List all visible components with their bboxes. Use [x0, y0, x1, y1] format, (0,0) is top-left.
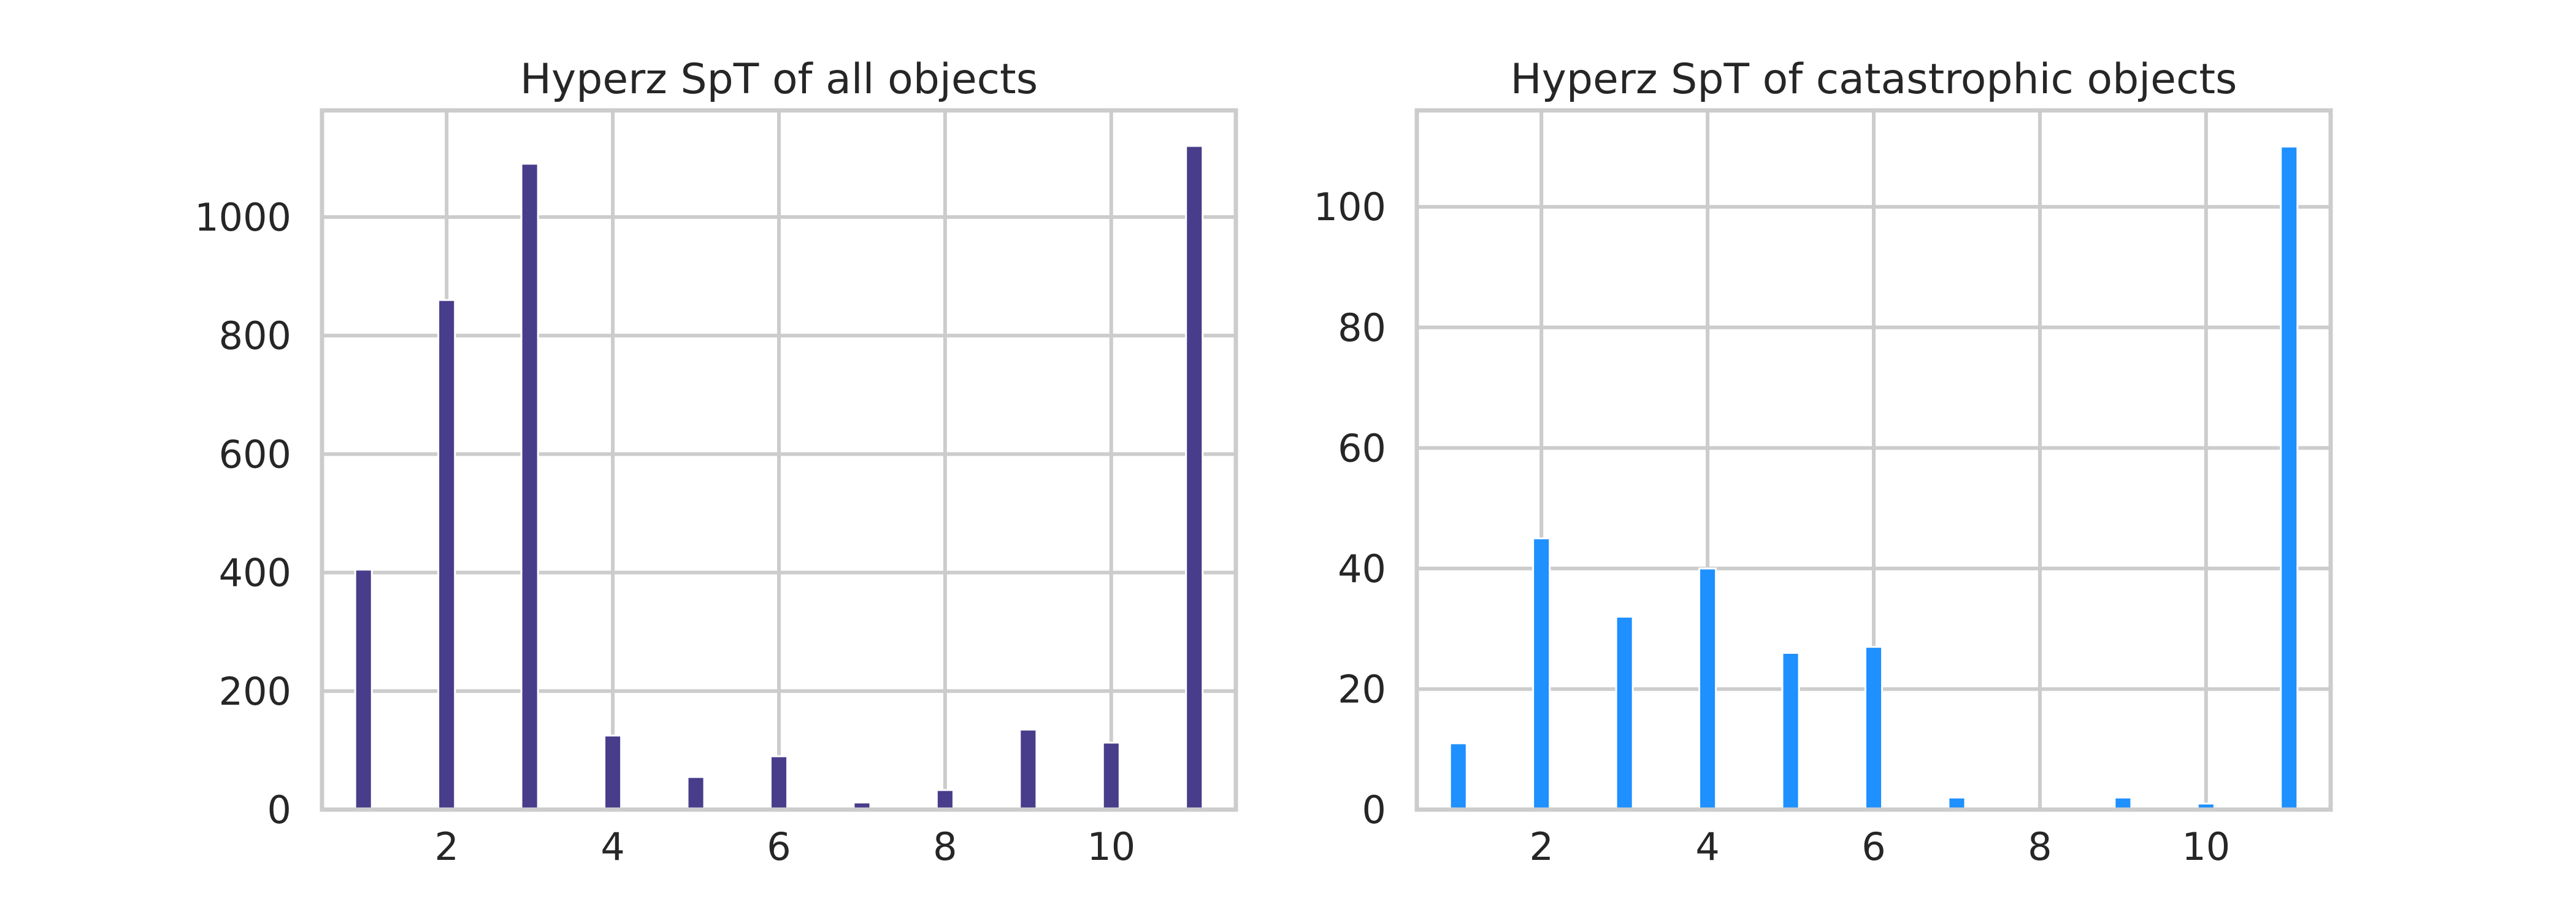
right-chart-y-tick-label: 20	[1338, 667, 1386, 711]
left-chart-frame	[320, 108, 1238, 812]
left-chart-y-tick-label: 800	[219, 313, 291, 358]
left-chart-y-tick-labels: 0 200 400 600 800 1000	[194, 195, 291, 832]
right-chart-y-tick-label: 60	[1338, 426, 1386, 470]
left-chart-bar	[354, 569, 373, 811]
right-chart-x-tick-label: 6	[1861, 824, 1885, 869]
left-chart: 2 4 6 8 10 0 200 400 600 800 1000 Hyperz SpT of a…	[194, 55, 1238, 869]
right-chart-y-tick-labels: 0 20 40 60 80 100	[1314, 185, 1386, 832]
left-chart-x-tick-label: 4	[600, 824, 624, 869]
right-chart: 2 4 6 8 10 0 20 40 60 80 100 Hyperz SpT of catast…	[1314, 55, 2333, 869]
right-chart-frame	[1414, 108, 2333, 812]
left-chart-bar	[1102, 742, 1121, 811]
right-chart-bar	[1615, 616, 1634, 811]
right-chart-x-tick-label: 10	[2182, 824, 2230, 869]
right-chart-y-tick-label: 100	[1314, 185, 1386, 229]
left-chart-y-tick-label: 1000	[194, 195, 291, 240]
right-chart-bar	[2280, 145, 2299, 811]
left-chart-bar	[520, 163, 539, 811]
left-chart-bar	[437, 299, 456, 811]
right-chart-y-tick-label: 40	[1338, 546, 1386, 591]
left-chart-x-tick-label: 6	[767, 824, 791, 869]
left-chart-bar	[686, 776, 705, 811]
left-chart-x-tick-label: 2	[434, 824, 458, 869]
right-chart-bar	[1698, 567, 1717, 811]
left-chart-x-tick-label: 8	[933, 824, 957, 869]
right-chart-bar	[1532, 537, 1551, 811]
right-chart-title: Hyperz SpT of catastrophic objects	[1511, 55, 2237, 104]
right-chart-bar	[1449, 742, 1468, 811]
left-chart-bar	[1019, 729, 1038, 811]
right-chart-x-tick-label: 4	[1695, 824, 1719, 869]
right-chart-bar	[1781, 651, 1800, 811]
left-chart-x-tick-label: 10	[1087, 824, 1135, 869]
right-chart-x-tick-label: 2	[1529, 824, 1553, 869]
left-chart-y-tick-label: 0	[267, 788, 291, 832]
left-chart-y-tick-label: 200	[219, 669, 291, 714]
right-chart-x-tick-label: 8	[2028, 824, 2052, 869]
right-chart-bar	[1864, 646, 1884, 811]
left-chart-title: Hyperz SpT of all objects	[520, 55, 1038, 104]
right-chart-y-tick-label: 80	[1338, 305, 1386, 350]
left-chart-bar	[935, 789, 954, 811]
left-chart-x-tick-labels: 2 4 6 8 10	[434, 824, 1135, 869]
left-chart-bar	[1185, 145, 1204, 811]
left-chart-y-tick-label: 400	[219, 551, 291, 596]
right-chart-y-tick-label: 0	[1362, 788, 1386, 832]
left-chart-bars	[354, 145, 1204, 811]
left-chart-bar	[769, 755, 789, 811]
left-chart-y-tick-label: 600	[219, 432, 291, 477]
left-chart-bar	[604, 734, 623, 811]
right-chart-x-tick-labels: 2 4 6 8 10	[1529, 824, 2230, 869]
